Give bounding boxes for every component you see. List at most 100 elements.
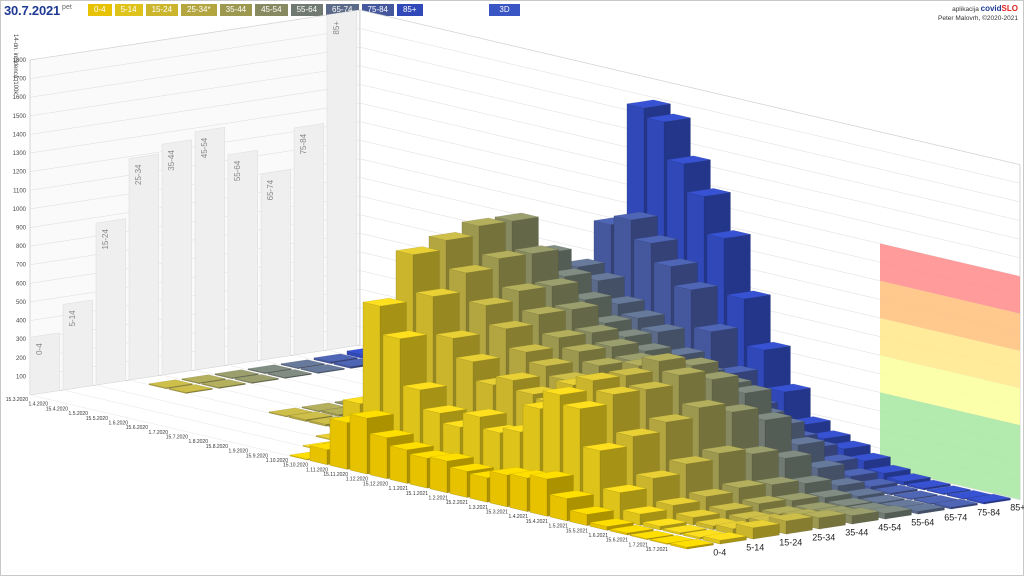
bar-top [966, 494, 1011, 503]
wall-bar-label: 45-54 [200, 137, 209, 158]
bar-top [666, 155, 711, 164]
wall-bar-0-4 [29, 332, 60, 396]
bar-top [529, 470, 574, 480]
bar-top [547, 268, 592, 277]
x-tick-label: 15.3.2021 [486, 510, 508, 516]
bar-top [589, 518, 634, 527]
x-tick-label: 15.1.2021 [406, 491, 428, 497]
bar-top [608, 367, 653, 376]
brand-covid[interactable]: covid [980, 4, 1002, 13]
bar-top [300, 364, 345, 373]
bar-top [574, 324, 619, 333]
y-tick-label: 1000 [13, 207, 27, 213]
bar-top [946, 490, 991, 499]
age-axis-label: 65-74 [944, 513, 967, 523]
y-tick-label: 1400 [13, 132, 27, 138]
bar-top [767, 450, 812, 459]
wall-bar-label: 0-4 [35, 343, 44, 355]
y-gridline [29, 65, 1021, 221]
bar-top [395, 246, 440, 255]
bars [148, 99, 1011, 550]
bar-top [488, 320, 533, 329]
bar-top [461, 217, 506, 227]
bar-top [893, 490, 938, 499]
x-tick-label: 15.7.2020 [166, 435, 188, 441]
wall-bar-label: 75-84 [299, 133, 308, 154]
y-gridline [29, 46, 1021, 203]
wall-bar-label: 25-34 [134, 164, 143, 185]
x-tick-label: 15.2.2021 [446, 500, 468, 506]
bar-top [521, 306, 566, 315]
brand-slo[interactable]: SLO [1001, 4, 1018, 13]
x-tick-label: 15.5.2021 [566, 528, 588, 534]
wall-bar-65-74 [260, 169, 291, 361]
bar-top [514, 245, 559, 254]
bar-top [669, 539, 714, 548]
bar-top [800, 460, 845, 469]
legend-item-85plus[interactable]: 85+ [396, 4, 423, 16]
bar-top [567, 291, 612, 300]
legend-item-514[interactable]: 5-14 [114, 4, 143, 16]
bar-top [560, 258, 605, 267]
mode-3d-button[interactable]: 3D [489, 4, 520, 16]
bar-top [787, 475, 832, 484]
age-axis-label: 0-4 [713, 548, 726, 558]
bar-top [635, 470, 680, 479]
bar-top [768, 512, 813, 522]
legend-item-5564[interactable]: 55-64 [290, 4, 324, 16]
bar-top [640, 323, 685, 333]
bar-top [741, 495, 786, 504]
bar-top [873, 484, 918, 494]
legend-item-04[interactable]: 0-4 [88, 4, 112, 16]
x-tick-label: 1.7.2020 [149, 430, 169, 436]
threshold-band [880, 243, 1020, 314]
legend-item-2534[interactable]: 25-34* [181, 4, 217, 16]
bar-top [168, 384, 213, 393]
bar-top [468, 297, 513, 306]
bar-top [833, 468, 878, 477]
bar-0-4-25 [529, 474, 548, 517]
bar-top [827, 497, 872, 506]
bar-top [735, 519, 780, 528]
bar-top [641, 353, 686, 362]
bar-top [602, 484, 647, 493]
bar-top [369, 429, 414, 438]
bar-top [313, 353, 358, 362]
bar-top [234, 374, 279, 383]
wall-bar-label: 85+ [332, 21, 341, 35]
bar-top [727, 385, 772, 394]
bar-top [587, 314, 632, 324]
x-tick-label: 15.8.2020 [206, 444, 228, 450]
bar-top [629, 530, 674, 539]
legend-item-1524[interactable]: 15-24 [145, 4, 179, 16]
bar-top [807, 489, 852, 498]
bar-top [481, 250, 526, 259]
bar-top [693, 323, 738, 332]
bar-top [686, 188, 731, 197]
x-tick-label: 15.5.2020 [86, 416, 108, 422]
wall-bar-label: 5-14 [68, 310, 77, 327]
bar-top [926, 485, 971, 494]
x-tick-label: 1.4.2020 [29, 402, 49, 408]
age-axis-label: 75-84 [977, 508, 1000, 518]
legend-item-4554[interactable]: 45-54 [255, 4, 288, 16]
bar-top [534, 278, 579, 287]
bar-top [626, 99, 671, 109]
y-gridline [29, 9, 1021, 165]
bar-top [853, 478, 898, 487]
age-axis-label: 45-54 [878, 523, 901, 533]
bar-0-4-23 [489, 470, 508, 507]
x-tick-label: 15.4.2021 [526, 519, 548, 525]
bar-top [708, 502, 753, 511]
credit-block: aplikacija covidSLO Peter Malovrh, ©2020… [938, 4, 1018, 23]
bar-0-4-20 [429, 456, 448, 493]
bar-top [549, 490, 594, 499]
bar-top [628, 381, 673, 390]
bar-top [288, 411, 333, 420]
x-tick-label: 1.7.2021 [629, 542, 649, 548]
bar-0-4-18 [389, 445, 408, 484]
bar-top [820, 477, 865, 487]
x-tick-label: 1.3.2021 [469, 505, 489, 511]
legend-item-3544[interactable]: 35-44 [219, 4, 253, 16]
y-tick-label: 100 [16, 374, 27, 380]
